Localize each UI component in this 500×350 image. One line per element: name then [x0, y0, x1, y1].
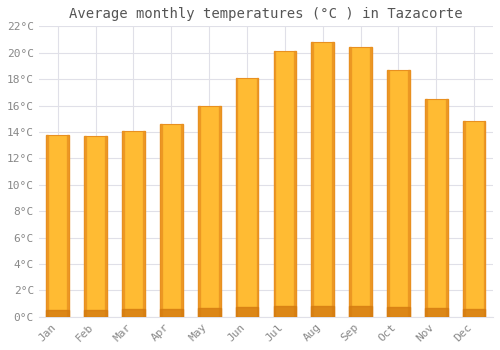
Bar: [370, 47, 372, 317]
Bar: [198, 105, 200, 317]
Bar: [349, 306, 372, 317]
Bar: [122, 309, 145, 317]
Bar: [46, 134, 48, 317]
Bar: [46, 134, 69, 317]
Bar: [332, 42, 334, 317]
Bar: [274, 51, 296, 317]
Title: Average monthly temperatures (°C ) in Tazacorte: Average monthly temperatures (°C ) in Ta…: [69, 7, 462, 21]
Bar: [294, 51, 296, 317]
Bar: [68, 134, 69, 317]
Bar: [122, 131, 124, 317]
Bar: [312, 42, 334, 317]
Bar: [160, 124, 182, 317]
Bar: [312, 42, 313, 317]
Bar: [84, 309, 107, 317]
Bar: [143, 131, 145, 317]
Bar: [312, 306, 334, 317]
Bar: [387, 307, 410, 317]
Bar: [274, 51, 276, 317]
Bar: [349, 47, 351, 317]
Bar: [387, 70, 389, 317]
Bar: [425, 308, 448, 317]
Bar: [463, 121, 464, 317]
Bar: [387, 70, 410, 317]
Bar: [160, 124, 162, 317]
Bar: [122, 131, 145, 317]
Bar: [408, 70, 410, 317]
Bar: [181, 124, 182, 317]
Bar: [105, 136, 107, 317]
Bar: [46, 309, 69, 317]
Bar: [425, 99, 426, 317]
Bar: [84, 136, 86, 317]
Bar: [463, 309, 485, 317]
Bar: [274, 306, 296, 317]
Bar: [198, 105, 220, 317]
Bar: [446, 99, 448, 317]
Bar: [349, 47, 372, 317]
Bar: [236, 78, 238, 317]
Bar: [484, 121, 486, 317]
Bar: [198, 308, 220, 317]
Bar: [425, 99, 448, 317]
Bar: [463, 121, 485, 317]
Bar: [236, 307, 258, 317]
Bar: [160, 309, 182, 317]
Bar: [84, 136, 107, 317]
Bar: [218, 105, 220, 317]
Bar: [236, 78, 258, 317]
Bar: [256, 78, 258, 317]
